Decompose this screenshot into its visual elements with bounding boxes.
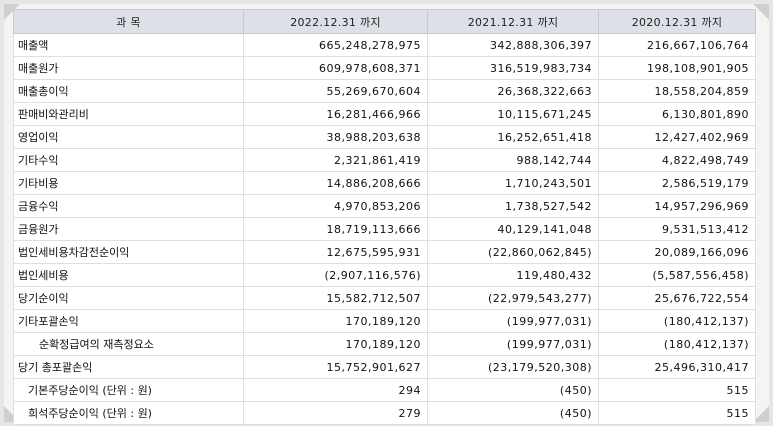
value-cell: 18,719,113,666 xyxy=(243,217,428,241)
row-label: 당기 총포괄손익 xyxy=(13,355,244,379)
row-label: 법인세비용차감전순이익 xyxy=(13,240,244,264)
value-cell: 119,480,432 xyxy=(427,263,599,287)
value-cell: (2,907,116,576) xyxy=(243,263,428,287)
value-cell: 16,281,466,966 xyxy=(243,102,428,126)
value-cell: 515 xyxy=(598,378,756,402)
header-2022: 2022.12.31 까지 xyxy=(243,9,428,34)
row-label: 당기순이익 xyxy=(13,286,244,310)
table-row: 기타비용 14,886,208,666 1,710,243,501 2,586,519… xyxy=(13,171,756,195)
value-cell: 294 xyxy=(243,378,428,402)
table-row: 매출원가 609,978,608,371 316,519,983,734 198,10… xyxy=(13,56,756,80)
table-row: 당기 총포괄손익 15,752,901,627 (23,179,520,308) 25… xyxy=(13,355,756,379)
table-row: 영업이익 38,988,203,638 16,252,651,418 12,427,4… xyxy=(13,125,756,149)
row-label: 기타포괄손익 xyxy=(13,309,244,333)
value-cell: 26,368,322,663 xyxy=(427,79,599,103)
value-cell: (450) xyxy=(427,378,599,402)
value-cell: 342,888,306,397 xyxy=(427,33,599,57)
value-cell: 16,252,651,418 xyxy=(427,125,599,149)
row-label: 금융수익 xyxy=(13,194,244,218)
row-label: 기타비용 xyxy=(13,171,244,195)
row-label: 금융원가 xyxy=(13,217,244,241)
value-cell: 38,988,203,638 xyxy=(243,125,428,149)
value-cell: (180,412,137) xyxy=(598,332,756,356)
value-cell: 279 xyxy=(243,401,428,425)
table-row: 법인세비용차감전순이익 12,675,595,931 (22,860,062,845… xyxy=(13,240,756,264)
row-label: 순확정급여의 재측정요소 xyxy=(13,332,244,356)
value-cell: (450) xyxy=(427,401,599,425)
header-account: 과 목 xyxy=(13,9,244,34)
table-row: 매출액 665,248,278,975 342,888,306,397 216,667… xyxy=(13,33,756,57)
value-cell: 18,558,204,859 xyxy=(598,79,756,103)
value-cell: 1,738,527,542 xyxy=(427,194,599,218)
value-cell: 988,142,744 xyxy=(427,148,599,172)
value-cell: (199,977,031) xyxy=(427,309,599,333)
row-label: 기타수익 xyxy=(13,148,244,172)
value-cell: 55,269,670,604 xyxy=(243,79,428,103)
value-cell: (22,979,543,277) xyxy=(427,286,599,310)
value-cell: 12,675,595,931 xyxy=(243,240,428,264)
table-row: 법인세비용 (2,907,116,576) 119,480,432 (5,587,55… xyxy=(13,263,756,287)
row-label: 매출원가 xyxy=(13,56,244,80)
value-cell: 10,115,671,245 xyxy=(427,102,599,126)
table-row: 기타포괄손익 170,189,120 (199,977,031) (180,412,1… xyxy=(13,309,756,333)
value-cell: 170,189,120 xyxy=(243,309,428,333)
table-row: 희석주당순이익 (단위 : 원) 279 (450) 515 xyxy=(13,401,756,425)
value-cell: 316,519,983,734 xyxy=(427,56,599,80)
value-cell: 2,321,861,419 xyxy=(243,148,428,172)
value-cell: 6,130,801,890 xyxy=(598,102,756,126)
value-cell: 25,496,310,417 xyxy=(598,355,756,379)
value-cell: (23,179,520,308) xyxy=(427,355,599,379)
row-label: 기본주당순이익 (단위 : 원) xyxy=(13,378,244,402)
row-label: 영업이익 xyxy=(13,125,244,149)
value-cell: 170,189,120 xyxy=(243,332,428,356)
table-header-row: 과 목 2022.12.31 까지 2021.12.31 까지 2020.12.… xyxy=(13,9,756,34)
value-cell: 515 xyxy=(598,401,756,425)
value-cell: 9,531,513,412 xyxy=(598,217,756,241)
row-label: 판매비와관리비 xyxy=(13,102,244,126)
table-row: 매출총이익 55,269,670,604 26,368,322,663 18,558,… xyxy=(13,79,756,103)
header-2021: 2021.12.31 까지 xyxy=(427,9,599,34)
table-row: 기본주당순이익 (단위 : 원) 294 (450) 515 xyxy=(13,378,756,402)
value-cell: 25,676,722,554 xyxy=(598,286,756,310)
value-cell: 12,427,402,969 xyxy=(598,125,756,149)
value-cell: (180,412,137) xyxy=(598,309,756,333)
value-cell: 2,586,519,179 xyxy=(598,171,756,195)
value-cell: 15,752,901,627 xyxy=(243,355,428,379)
value-cell: 1,710,243,501 xyxy=(427,171,599,195)
header-2020: 2020.12.31 까지 xyxy=(598,9,756,34)
table-row: 기타수익 2,321,861,419 988,142,744 4,822,498,74… xyxy=(13,148,756,172)
corner-decoration xyxy=(753,4,769,20)
table-row: 판매비와관리비 16,281,466,966 10,115,671,245 6,130… xyxy=(13,102,756,126)
row-label: 매출액 xyxy=(13,33,244,57)
value-cell: 40,129,141,048 xyxy=(427,217,599,241)
value-cell: (199,977,031) xyxy=(427,332,599,356)
value-cell: 198,108,901,905 xyxy=(598,56,756,80)
table-row: 금융수익 4,970,853,206 1,738,527,542 14,957,296… xyxy=(13,194,756,218)
value-cell: 4,822,498,749 xyxy=(598,148,756,172)
value-cell: 20,089,166,096 xyxy=(598,240,756,264)
value-cell: (22,860,062,845) xyxy=(427,240,599,264)
value-cell: 4,970,853,206 xyxy=(243,194,428,218)
value-cell: (5,587,556,458) xyxy=(598,263,756,287)
value-cell: 609,978,608,371 xyxy=(243,56,428,80)
corner-decoration xyxy=(753,406,769,422)
table-row: 순확정급여의 재측정요소 170,189,120 (199,977,031) (180… xyxy=(13,332,756,356)
value-cell: 14,957,296,969 xyxy=(598,194,756,218)
value-cell: 15,582,712,507 xyxy=(243,286,428,310)
value-cell: 216,667,106,764 xyxy=(598,33,756,57)
row-label: 매출총이익 xyxy=(13,79,244,103)
row-label: 법인세비용 xyxy=(13,263,244,287)
table-row: 당기순이익 15,582,712,507 (22,979,543,277) 25,67… xyxy=(13,286,756,310)
row-label: 희석주당순이익 (단위 : 원) xyxy=(13,401,244,425)
income-statement-table: 과 목 2022.12.31 까지 2021.12.31 까지 2020.12.… xyxy=(13,9,756,425)
value-cell: 14,886,208,666 xyxy=(243,171,428,195)
value-cell: 665,248,278,975 xyxy=(243,33,428,57)
table-row: 금융원가 18,719,113,666 40,129,141,048 9,531,51… xyxy=(13,217,756,241)
